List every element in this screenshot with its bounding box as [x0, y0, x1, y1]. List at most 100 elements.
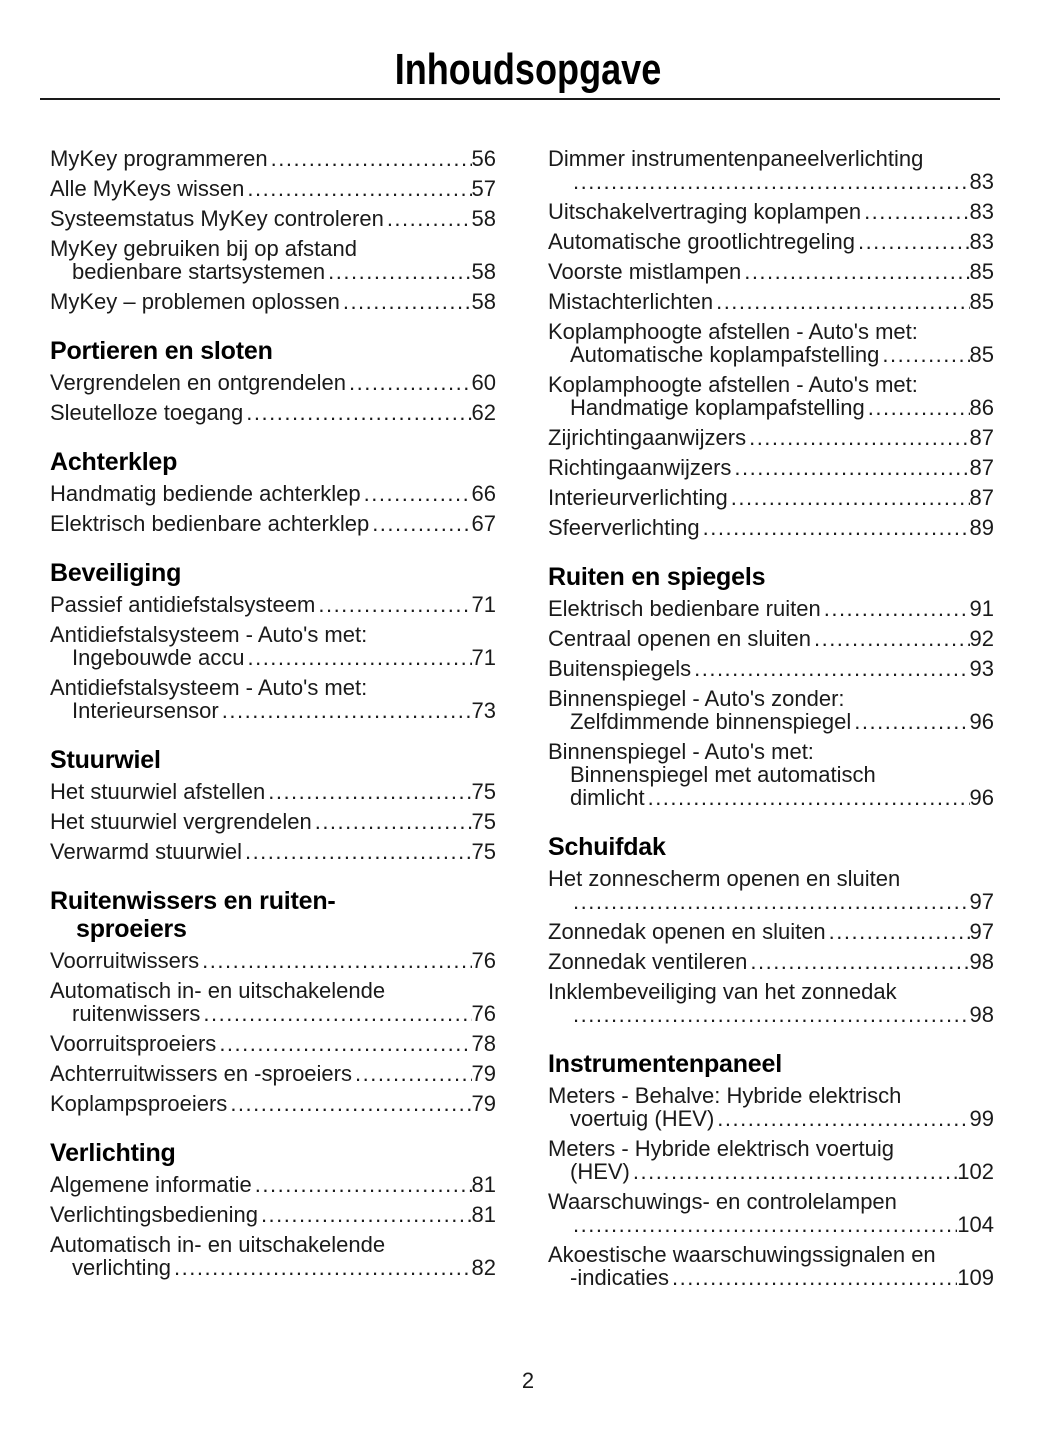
toc-entry: Automatische grootlichtregeling.........… [548, 230, 994, 253]
toc-entry-page-number: 75 [471, 839, 496, 864]
toc-entry-line: Akoestische waarschuwingssignalen en [548, 1242, 936, 1267]
toc-entry: Verwarmd stuurwiel......................… [50, 840, 496, 863]
toc-entry-lastline: Voorste mistlampen......................… [548, 260, 994, 283]
toc-entry-lastline: bedienbare startsystemen................… [50, 260, 496, 283]
dot-leader: ........................................… [254, 1173, 472, 1196]
toc-entry-line: Meters - Hybride elektrisch voertuig [548, 1136, 895, 1161]
toc-entry-page-number: 86 [969, 395, 994, 420]
page-title: Inhoudsopgave [394, 45, 662, 94]
dot-leader: ........................................… [702, 516, 970, 539]
dot-leader: ........................................… [867, 396, 970, 419]
dot-leader: ........................................… [749, 426, 970, 449]
toc-entry: Sleutelloze toegang.....................… [50, 401, 496, 424]
section-heading: Achterklep [50, 448, 496, 476]
toc-entry-page-number: 75 [471, 779, 496, 804]
toc-entry-page-number: 75 [471, 809, 496, 834]
dot-leader: ........................................… [386, 207, 472, 230]
toc-entry-text: Richtingaanwijzers [548, 455, 732, 480]
dot-leader: ........................................… [734, 456, 969, 479]
dot-leader: ........................................… [573, 170, 970, 193]
toc-entry-page-number: 79 [471, 1061, 496, 1086]
toc-entry-lastline: Koplampsproeiers........................… [50, 1092, 496, 1115]
toc-entry: MyKey – problemen oplossen..............… [50, 290, 496, 313]
toc-entry-lastline: Interieurverlichting....................… [548, 486, 994, 509]
section-heading: Schuifdak [548, 833, 994, 861]
toc-entry-line: Koplamphoogte afstellen - Auto's met: [548, 372, 918, 397]
toc-entry: Sfeerverlichting........................… [548, 516, 994, 539]
toc-entry-lastline: -indicaties.............................… [548, 1266, 994, 1289]
dot-leader: ........................................… [202, 949, 471, 972]
toc-entry-page-number: 81 [471, 1202, 496, 1227]
toc-entry-text: Elektrisch bedienbare achterklep [50, 511, 370, 536]
toc-entry-text: Interieursensor [72, 698, 219, 723]
toc-entry-page-number: 66 [471, 481, 496, 506]
dot-leader: ........................................… [672, 1266, 957, 1289]
toc-entry-line: Antidiefstalsysteem - Auto's met: [50, 622, 368, 647]
toc-entry-text: Interieurverlichting [548, 485, 728, 510]
toc-entry-text: Sleutelloze toegang [50, 400, 244, 425]
section-heading-line: Achterklep [50, 448, 178, 476]
toc-entry: Voorruitsproeiers.......................… [50, 1032, 496, 1055]
dot-leader: ........................................… [260, 1203, 472, 1226]
toc-entry-lastline: Automatische koplampafstelling..........… [548, 343, 994, 366]
toc-entry-lastline: Verlichtingsbediening...................… [50, 1203, 496, 1226]
toc-entry-text: Zonnedak openen en sluiten [548, 919, 826, 944]
toc-entry-lastline: Voorruitwissers.........................… [50, 949, 496, 972]
toc-entry-lastline: Algemene informatie.....................… [50, 1173, 496, 1196]
toc-entry: Elektrisch bedienbare ruiten............… [548, 597, 994, 620]
toc-entry-page-number: 85 [969, 259, 994, 284]
toc-entry-text: MyKey – problemen oplossen [50, 289, 340, 314]
toc-entry: Meters - Hybride elektrisch voertuig (HEV… [548, 1137, 994, 1183]
toc-entry-page-number: 99 [969, 1106, 994, 1131]
toc-entry-text: Vergrendelen en ontgrendelen [50, 370, 347, 395]
toc-entry-lastline: Passief antidiefstalsysteem.............… [50, 593, 496, 616]
toc-entry-lastline: Systeemstatus MyKey controleren.........… [50, 207, 496, 230]
toc-entry: Zonnedak ventileren.....................… [548, 950, 994, 973]
section-heading-line: Stuurwiel [50, 746, 161, 774]
toc-entry-lastline: ruitenwissers...........................… [50, 1002, 496, 1025]
dot-leader: ........................................… [314, 810, 472, 833]
toc-entry-text: Handmatig bediende achterklep [50, 481, 361, 506]
dot-leader: ........................................… [230, 1092, 471, 1115]
toc-entry-page-number: 56 [471, 146, 496, 171]
page-number: 2 [521, 1368, 535, 1393]
toc-entry-text: Automatische grootlichtregeling [548, 229, 855, 254]
toc-entry: Het stuurwiel afstellen.................… [50, 780, 496, 803]
toc-entry-lastline: Handmatig bediende achterklep...........… [50, 482, 496, 505]
toc-entry: Alle MyKeys wissen......................… [50, 177, 496, 200]
toc-entry-lastline: MyKey – problemen oplossen..............… [50, 290, 496, 313]
dot-leader: ........................................… [813, 627, 970, 650]
toc-entry-line: Automatisch in- en uitschakelende [50, 978, 386, 1003]
dot-leader: ........................................… [247, 177, 471, 200]
toc-entry-page-number: 87 [969, 485, 994, 510]
section-heading: Beveiliging [50, 559, 496, 587]
toc-entry-page-number: 73 [471, 698, 496, 723]
section-heading: Stuurwiel [50, 746, 496, 774]
toc-entry-text: Zonnedak ventileren [548, 949, 748, 974]
toc-entry: Zijrichtingaanwijzers...................… [548, 426, 994, 449]
toc-entry-line: MyKey gebruiken bij op afstand [50, 236, 357, 261]
section-heading-line: Portieren en sloten [50, 337, 273, 365]
dot-leader: ........................................… [342, 290, 472, 313]
dot-leader: ........................................… [363, 482, 472, 505]
toc-entry-page-number: 57 [471, 176, 496, 201]
toc-entry-page-number: 91 [969, 596, 994, 621]
toc-entry-page-number: 71 [471, 645, 496, 670]
toc-entry-page-number: 98 [969, 1002, 994, 1027]
toc-entry-text: Automatische koplampafstelling [570, 342, 880, 367]
toc-entry: Handmatig bediende achterklep...........… [50, 482, 496, 505]
toc-entry: Buitenspiegels..........................… [548, 657, 994, 680]
toc-entry-page-number: 102 [957, 1159, 994, 1184]
toc-entry: Antidiefstalsysteem - Auto's met: Interie… [50, 676, 496, 722]
dot-leader: ........................................… [221, 699, 472, 722]
toc-entry: MyKey gebruiken bij op afstand bedienbare… [50, 237, 496, 283]
section-heading: Ruiten en spiegels [548, 563, 994, 591]
section-heading-line: Ruiten en spiegels [548, 563, 766, 591]
toc-entry-page-number: 92 [969, 626, 994, 651]
dot-leader: ........................................… [573, 1213, 958, 1236]
dot-leader: ........................................… [174, 1256, 471, 1279]
toc-entry-text: verlichting [72, 1255, 172, 1280]
toc-entry-line: Binnenspiegel met automatisch [570, 762, 876, 787]
toc-entry-page-number: 97 [969, 889, 994, 914]
dot-leader: ........................................… [716, 290, 969, 313]
